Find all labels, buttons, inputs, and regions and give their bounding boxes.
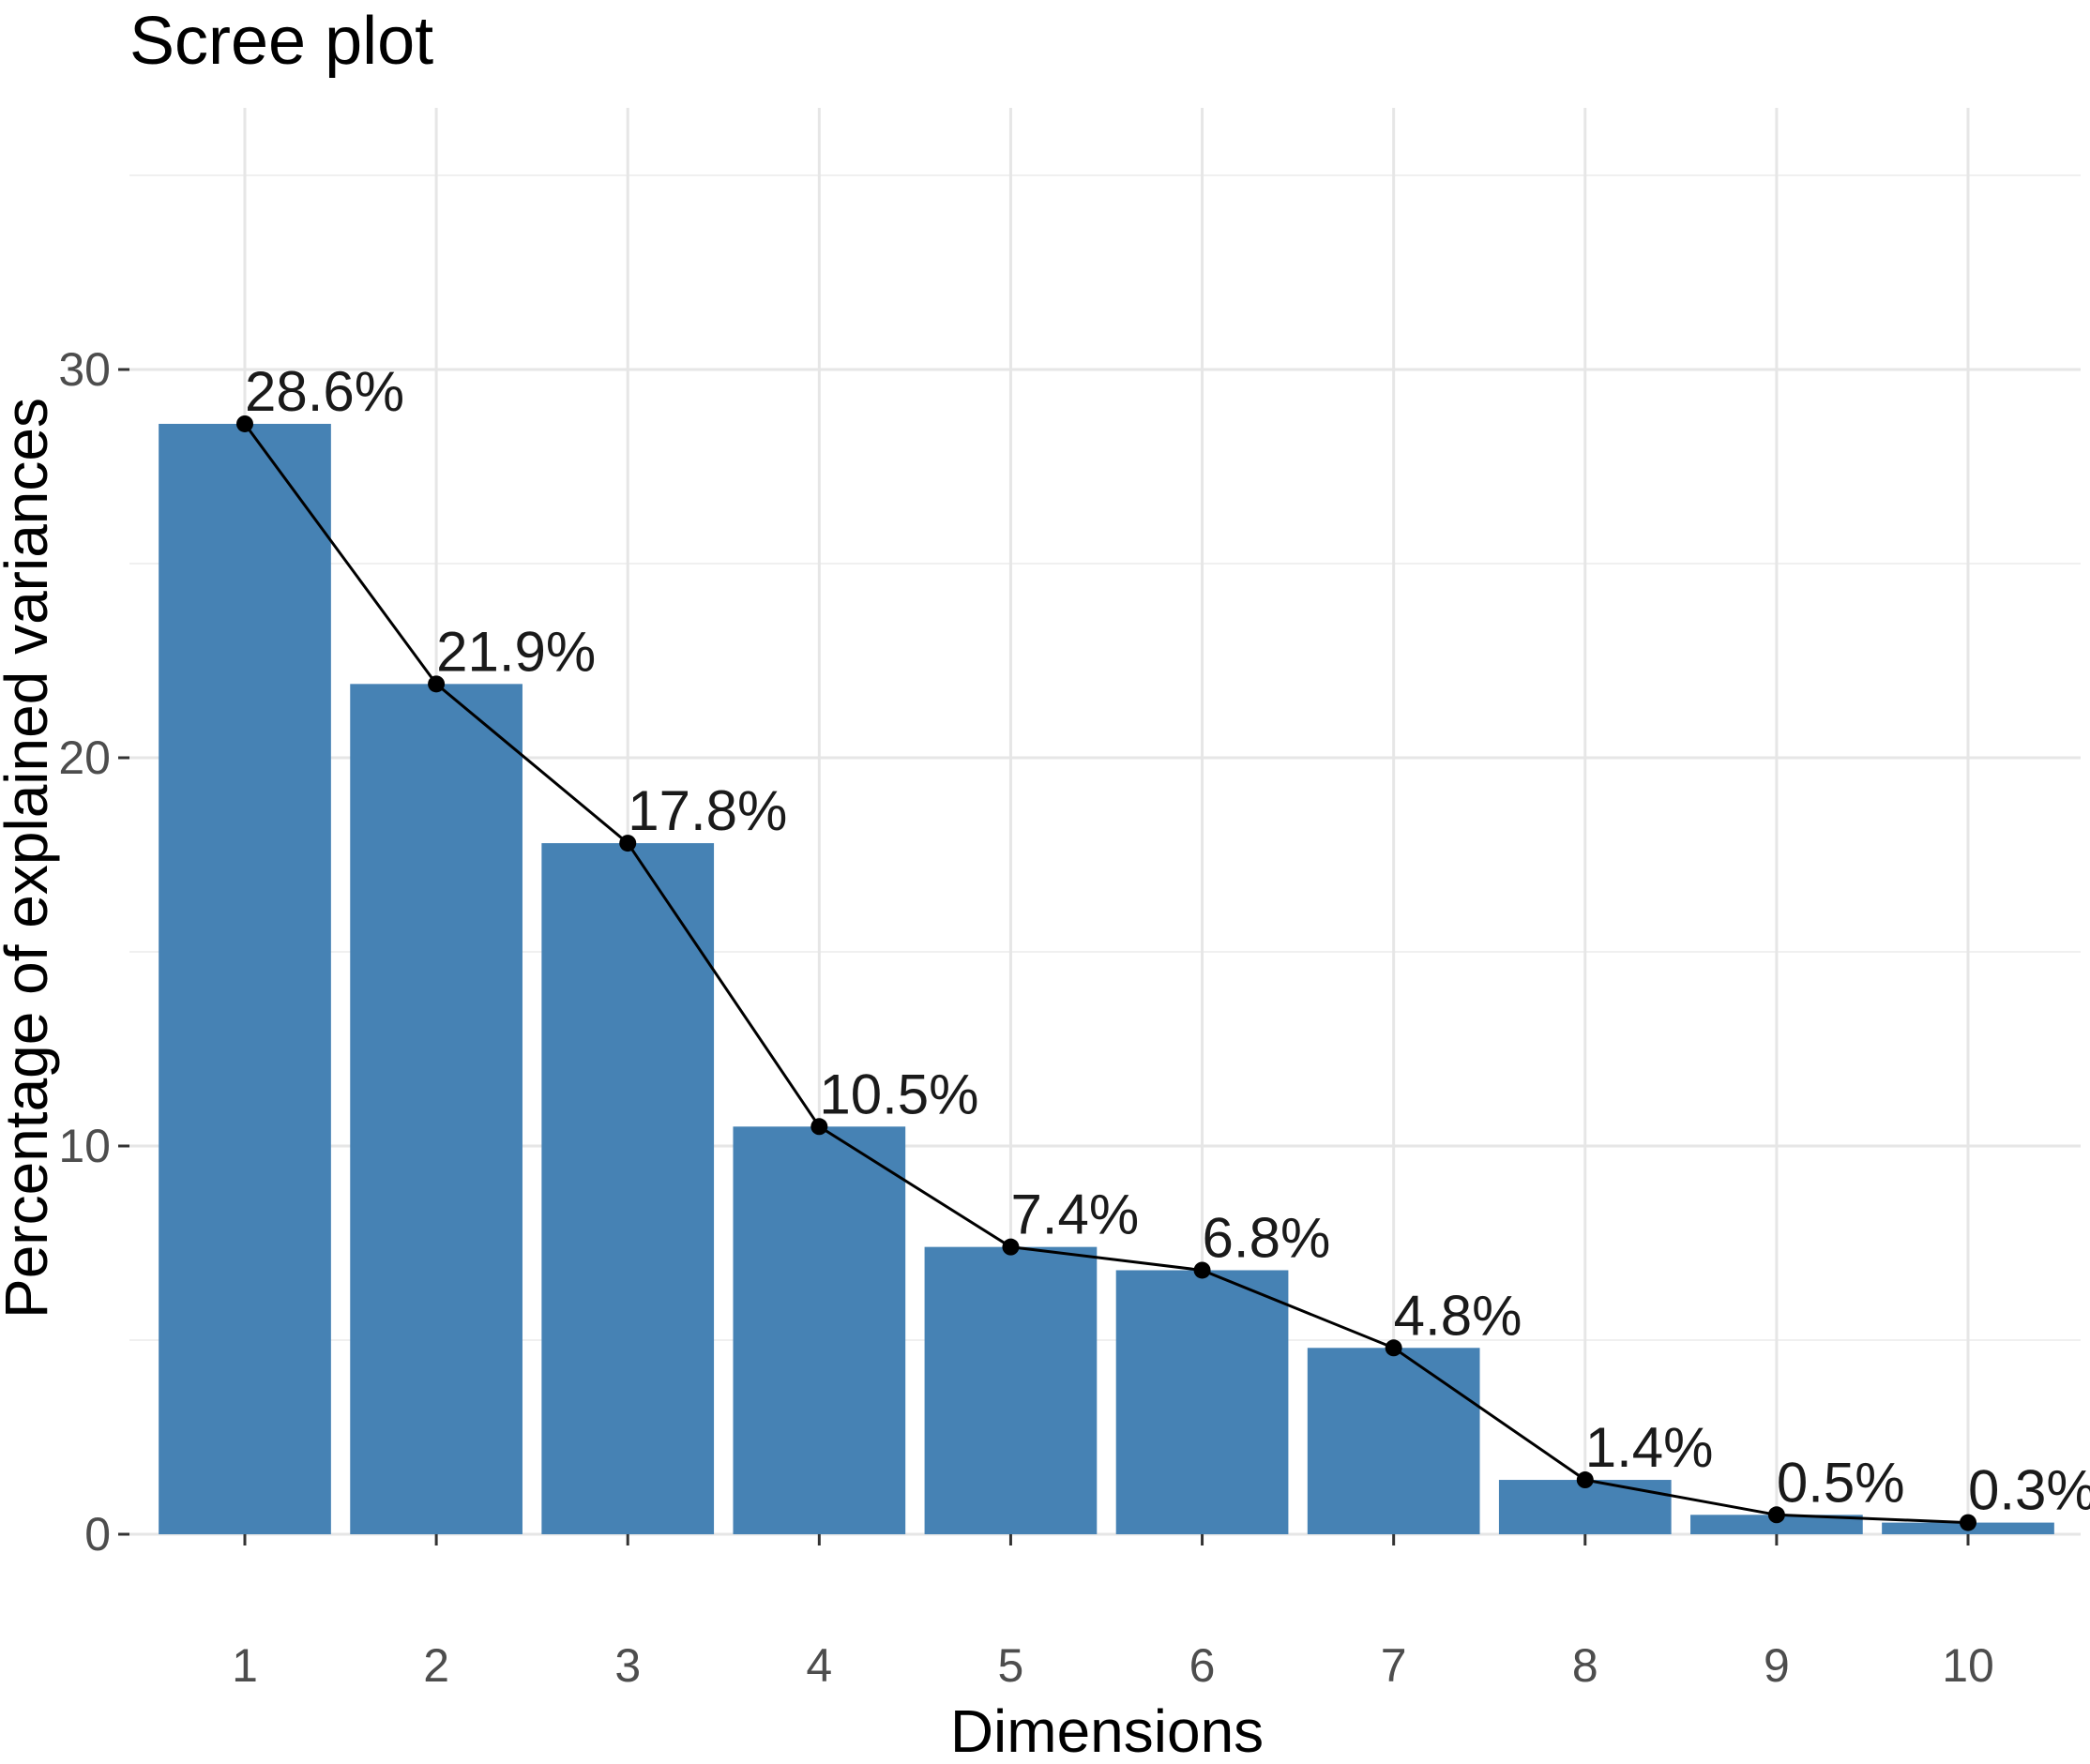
x-tick-label: 1	[232, 1639, 258, 1692]
y-tick-label: 10	[58, 1120, 111, 1172]
bar	[1115, 1270, 1289, 1534]
bar	[350, 684, 522, 1534]
trend-line	[243, 423, 1969, 1525]
trend-line-layer	[243, 423, 1969, 1525]
x-tick-label: 9	[1764, 1639, 1790, 1692]
x-tick-label: 3	[614, 1639, 641, 1692]
trend-point	[1002, 1238, 1020, 1256]
trend-points	[236, 415, 1976, 1531]
data-label: 28.6%	[245, 360, 404, 423]
bar	[541, 843, 715, 1534]
y-axis-title: Percentage of explained variances	[0, 398, 60, 1319]
bar	[1690, 1515, 1863, 1534]
y-tick-label: 30	[58, 343, 111, 396]
trend-point	[1193, 1261, 1211, 1279]
y-tick-label: 20	[58, 731, 111, 784]
chart-title: Scree plot	[129, 4, 433, 79]
x-tick-label: 6	[1189, 1639, 1216, 1692]
x-axis-title: Dimensions	[950, 1697, 1264, 1764]
data-label: 7.4%	[1010, 1184, 1139, 1246]
data-label: 17.8%	[628, 779, 787, 842]
trend-point	[428, 675, 446, 693]
x-tick-label: 7	[1381, 1639, 1407, 1692]
data-label: 0.3%	[1968, 1459, 2090, 1522]
data-labels: 28.6% 21.9% 17.8% 10.5% 7.4% 6.8% 4.8% 1.4% 0.5%…	[245, 360, 2090, 1522]
trend-point	[1960, 1514, 1976, 1531]
x-tick-label: 10	[1942, 1639, 1994, 1692]
trend-point	[810, 1118, 828, 1136]
trend-point	[236, 415, 253, 432]
data-label: 4.8%	[1394, 1284, 1522, 1347]
bar	[924, 1246, 1098, 1534]
trend-point	[1767, 1506, 1785, 1524]
y-tick-label: 0	[84, 1508, 111, 1560]
bar	[733, 1126, 906, 1534]
axis-ticks: 0 10 20 30 1 2 3 4 5 6 7 8 9 10	[58, 343, 1993, 1692]
trend-point	[1576, 1471, 1594, 1489]
data-label: 1.4%	[1585, 1416, 1714, 1479]
data-label: 6.8%	[1203, 1206, 1331, 1269]
x-tick-label: 8	[1572, 1639, 1598, 1692]
data-label: 10.5%	[819, 1063, 978, 1125]
bars	[159, 423, 2054, 1535]
x-tick-label: 2	[423, 1639, 449, 1692]
x-tick-label: 4	[806, 1639, 832, 1692]
x-tick-label: 5	[998, 1639, 1024, 1692]
bar	[159, 423, 331, 1535]
trend-point	[619, 835, 637, 852]
trend-point	[1385, 1339, 1402, 1357]
data-label: 21.9%	[436, 620, 596, 683]
bar	[1307, 1348, 1480, 1534]
data-label: 0.5%	[1777, 1451, 1905, 1514]
